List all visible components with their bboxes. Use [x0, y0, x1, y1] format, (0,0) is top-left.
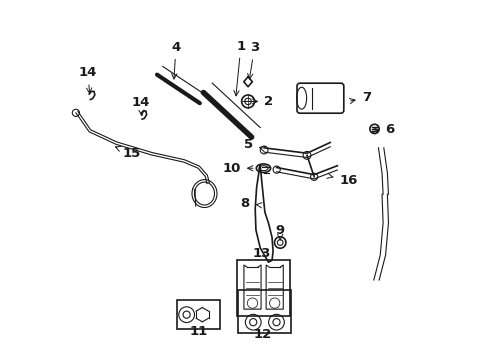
Text: 11: 11 [189, 325, 207, 338]
Text: 3: 3 [247, 41, 259, 79]
Bar [238, 290, 291, 333]
Text: 14: 14 [131, 96, 150, 116]
Text: 1: 1 [233, 40, 245, 96]
Text: 15: 15 [115, 147, 140, 160]
Text: 6: 6 [372, 123, 393, 136]
Text: 9: 9 [275, 224, 284, 240]
Bar [176, 300, 220, 329]
Text: 2: 2 [243, 95, 273, 108]
Bar [236, 260, 289, 316]
Text: 16: 16 [326, 173, 357, 187]
Text: 4: 4 [171, 41, 180, 79]
Text: 5: 5 [244, 138, 265, 152]
Text: 12: 12 [253, 328, 271, 341]
Text: 8: 8 [240, 197, 262, 210]
Text: 13: 13 [252, 247, 270, 260]
Text: 14: 14 [79, 66, 97, 93]
Text: 7: 7 [349, 91, 370, 104]
Text: 10: 10 [222, 162, 253, 175]
